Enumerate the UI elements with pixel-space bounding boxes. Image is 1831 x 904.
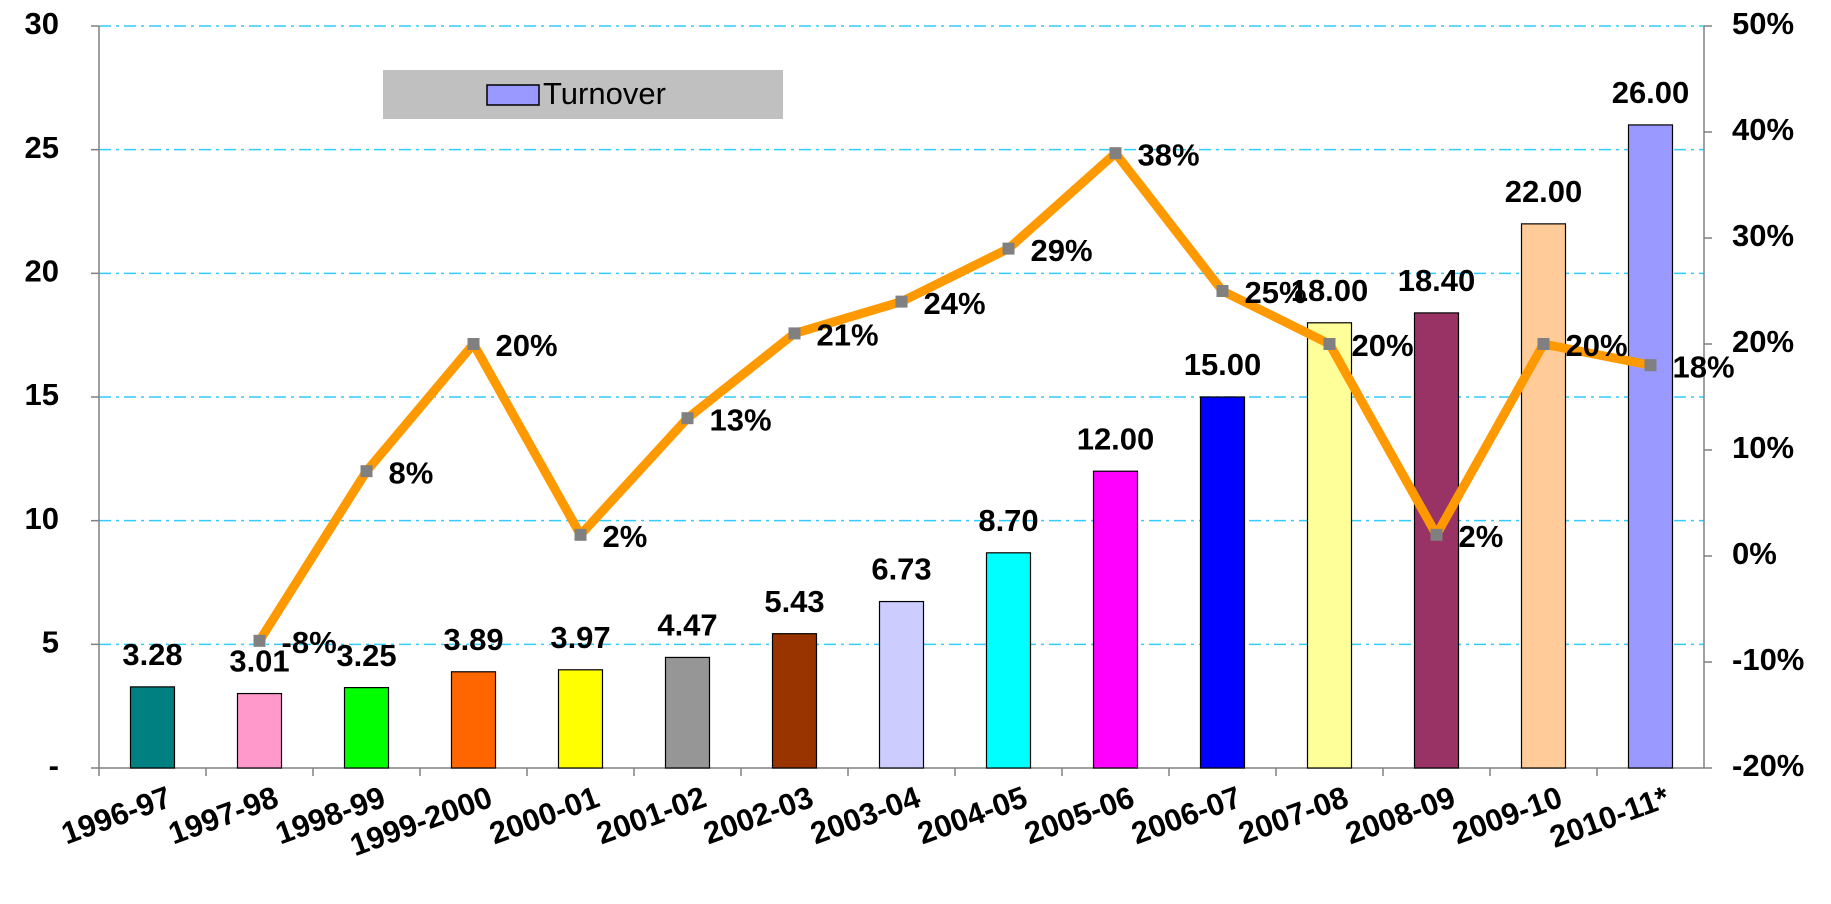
line-value-label: -8%: [282, 625, 337, 660]
line-marker: [1109, 147, 1122, 160]
line-marker: [574, 528, 587, 541]
bar-value-label: 5.43: [764, 584, 824, 619]
x-tick-label: 2009-10: [1448, 779, 1567, 851]
x-tick-label: 2006-07: [1127, 779, 1246, 851]
bar: [1520, 223, 1567, 769]
bar: [1306, 322, 1353, 769]
x-tick-label: 2004-05: [913, 779, 1032, 851]
bar-value-label: 3.28: [122, 637, 182, 672]
bar-value-label: 3.01: [229, 644, 289, 679]
line-marker: [1216, 285, 1229, 297]
y2-tick-label: -20%: [1732, 748, 1804, 783]
line-value-label: 21%: [817, 318, 879, 353]
line-value-label: 25%: [1245, 275, 1307, 310]
x-tick-label: 2005-06: [1020, 779, 1139, 851]
line: [255, 148, 1652, 644]
bar-value-label: 18.40: [1398, 263, 1476, 298]
y2-tick-label: 10%: [1732, 430, 1794, 465]
x-tick-label: 2010-11*: [1545, 779, 1674, 855]
y2-tick-label: 0%: [1732, 536, 1777, 571]
line-value-label: 20%: [1566, 328, 1628, 363]
line-marker: [788, 327, 801, 340]
bar: [664, 656, 711, 769]
y-tick-label: 15: [25, 377, 59, 412]
x-tick-label: 2000-01: [485, 779, 604, 851]
bar: [557, 669, 604, 769]
line-value-label: 29%: [1031, 233, 1093, 268]
bar: [1199, 396, 1246, 769]
y2-tick-label: 50%: [1732, 6, 1794, 41]
bar: [129, 686, 176, 769]
line-marker: [1002, 242, 1015, 255]
bar: [771, 633, 818, 769]
bar: [1092, 470, 1139, 769]
legend-label: Turnover: [543, 76, 666, 111]
line-marker: [467, 338, 480, 350]
line-value-label: 8%: [389, 455, 434, 490]
line-value-label: 18%: [1673, 349, 1735, 384]
y2-tick-label: 30%: [1732, 218, 1794, 253]
bar: [450, 671, 497, 769]
legend-swatch: [486, 84, 540, 106]
bar-value-label: 22.00: [1505, 174, 1583, 209]
x-tick-label: 1996-97: [57, 779, 176, 851]
bar-value-label: 12.00: [1077, 421, 1155, 456]
bar-value-label: 15.00: [1184, 347, 1262, 382]
bar-value-label: 4.47: [657, 608, 717, 643]
line-value-label: 20%: [496, 328, 558, 363]
bar-value-label: 3.89: [443, 622, 503, 657]
y-tick-label: 5: [42, 625, 59, 660]
bar-value-label: 18.00: [1291, 273, 1369, 308]
x-tick-label: 2002-03: [699, 779, 818, 851]
legend-box: [383, 70, 783, 119]
line-marker: [895, 295, 908, 308]
line-marker: [1537, 338, 1550, 350]
line-value-label: 2%: [603, 519, 648, 554]
line-marker: [253, 634, 266, 647]
bar-value-label: 6.73: [871, 552, 931, 587]
y-tick-label: 20: [25, 254, 59, 289]
x-tick-label: 2007-08: [1234, 779, 1353, 851]
y2-tick-label: -10%: [1732, 642, 1804, 677]
line-marker: [1644, 359, 1657, 372]
y-tick-label: -: [49, 748, 59, 783]
y2-tick-label: 20%: [1732, 324, 1794, 359]
bar: [878, 600, 925, 769]
y2-tick-label: 40%: [1732, 112, 1794, 147]
x-tick-label: 1997-98: [164, 779, 283, 851]
bar: [985, 552, 1032, 769]
bar-value-label: 3.97: [550, 620, 610, 655]
bar-value-label: 8.70: [978, 503, 1038, 538]
y-tick-label: 10: [25, 501, 59, 536]
line-marker: [1323, 338, 1336, 350]
line-value-label: 2%: [1459, 519, 1504, 554]
line-value-label: 20%: [1352, 328, 1414, 363]
bar: [343, 687, 390, 769]
bar-value-label: 26.00: [1612, 75, 1690, 110]
y-tick-label: 25: [25, 130, 59, 165]
x-tick-label: 2008-09: [1341, 779, 1460, 851]
line-marker: [681, 412, 694, 425]
line-value-label: 24%: [924, 286, 986, 321]
line-marker: [360, 465, 373, 478]
bar: [1627, 124, 1674, 769]
x-tick-label: 2003-04: [806, 779, 926, 851]
line-value-label: 13%: [710, 402, 772, 437]
y-tick-label: 30: [25, 6, 59, 41]
bar: [236, 692, 283, 769]
bar-value-label: 3.25: [336, 638, 396, 673]
line-marker: [1430, 528, 1443, 541]
line-value-label: 38%: [1138, 137, 1200, 172]
x-tick-label: 2001-02: [592, 779, 711, 851]
